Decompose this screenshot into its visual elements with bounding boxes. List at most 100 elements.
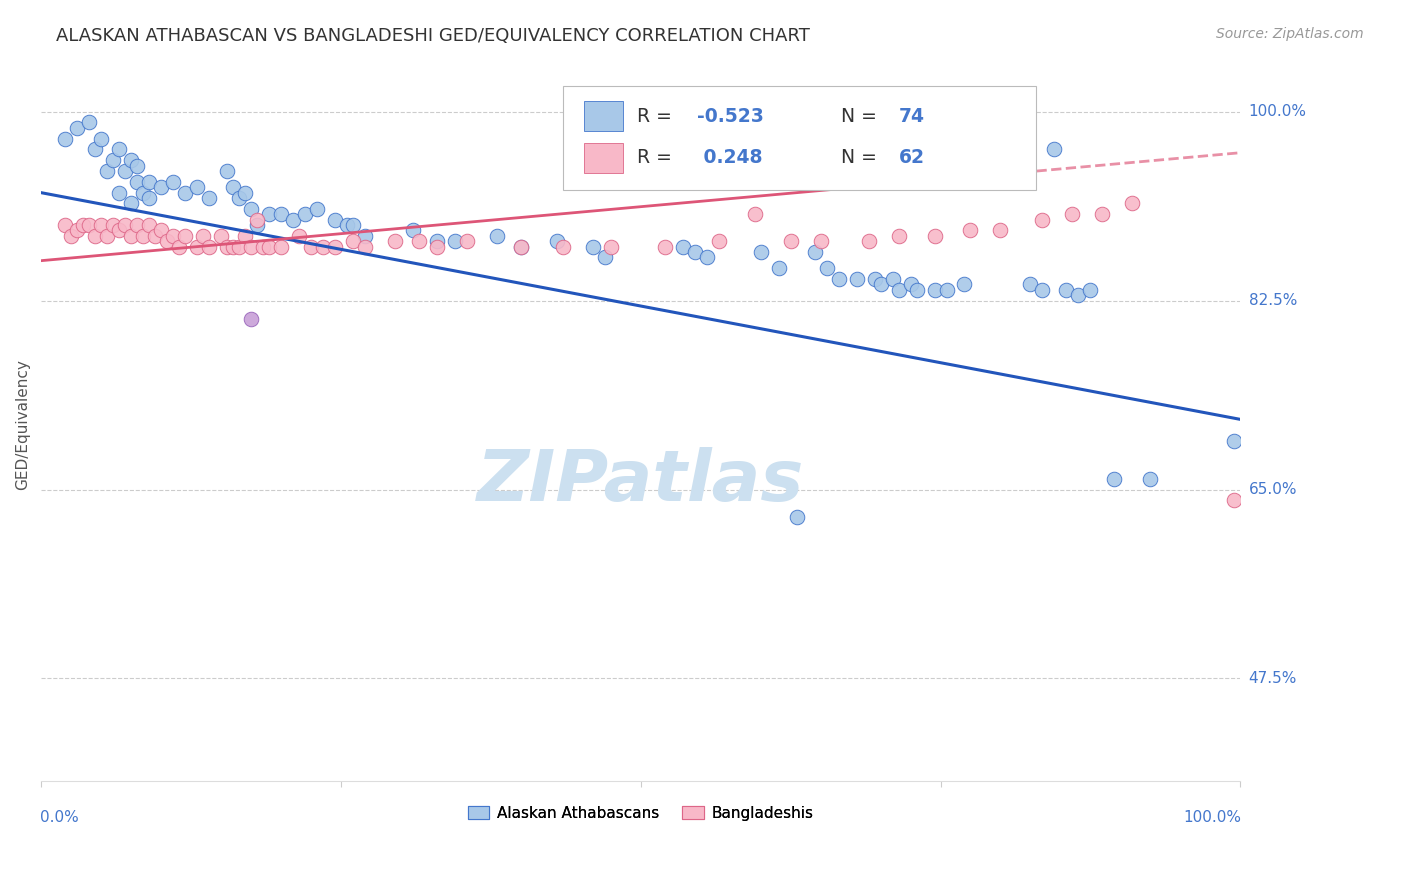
- Point: [120, 153, 142, 168]
- Point: [96, 228, 118, 243]
- Point: [90, 131, 112, 145]
- Text: 82.5%: 82.5%: [1249, 293, 1296, 308]
- Point: [114, 218, 136, 232]
- Point: [1019, 277, 1042, 292]
- Point: [953, 277, 976, 292]
- Point: [599, 240, 621, 254]
- Point: [786, 509, 808, 524]
- Point: [845, 272, 868, 286]
- Point: [887, 283, 910, 297]
- Point: [323, 212, 346, 227]
- Point: [1067, 288, 1090, 302]
- Point: [228, 240, 250, 254]
- Point: [281, 212, 304, 227]
- Point: [1062, 207, 1084, 221]
- Text: ZIPatlas: ZIPatlas: [477, 447, 804, 516]
- Y-axis label: GED/Equivalency: GED/Equivalency: [15, 359, 30, 491]
- Point: [672, 240, 695, 254]
- Point: [456, 234, 478, 248]
- Point: [125, 175, 148, 189]
- Point: [1091, 207, 1114, 221]
- Point: [233, 228, 256, 243]
- Point: [336, 218, 359, 232]
- Text: 65.0%: 65.0%: [1249, 482, 1298, 497]
- Text: 74: 74: [898, 107, 925, 126]
- Point: [222, 240, 245, 254]
- Point: [114, 164, 136, 178]
- Point: [138, 175, 160, 189]
- Point: [551, 240, 574, 254]
- Point: [209, 228, 232, 243]
- Point: [150, 180, 173, 194]
- Point: [108, 223, 131, 237]
- Point: [990, 223, 1012, 237]
- Point: [246, 218, 269, 232]
- Point: [654, 240, 676, 254]
- Point: [426, 234, 449, 248]
- Point: [125, 218, 148, 232]
- Point: [1104, 472, 1126, 486]
- Point: [125, 159, 148, 173]
- Point: [60, 228, 83, 243]
- Point: [924, 228, 946, 243]
- Point: [66, 120, 89, 135]
- Point: [233, 186, 256, 200]
- Point: [77, 115, 100, 129]
- Point: [77, 218, 100, 232]
- Point: [882, 272, 904, 286]
- Point: [305, 202, 328, 216]
- Point: [288, 228, 311, 243]
- Point: [162, 228, 184, 243]
- Point: [120, 228, 142, 243]
- Point: [53, 131, 76, 145]
- Point: [108, 186, 131, 200]
- Point: [150, 223, 173, 237]
- Text: ALASKAN ATHABASCAN VS BANGLADESHI GED/EQUIVALENCY CORRELATION CHART: ALASKAN ATHABASCAN VS BANGLADESHI GED/EQ…: [56, 27, 810, 45]
- Point: [779, 234, 801, 248]
- Point: [66, 223, 89, 237]
- Point: [509, 240, 531, 254]
- Point: [198, 240, 221, 254]
- Point: [744, 207, 766, 221]
- Point: [402, 223, 425, 237]
- Point: [312, 240, 335, 254]
- Point: [815, 261, 838, 276]
- Point: [803, 245, 825, 260]
- Text: 100.0%: 100.0%: [1249, 104, 1306, 120]
- Point: [810, 234, 832, 248]
- Point: [1080, 283, 1102, 297]
- Point: [509, 240, 531, 254]
- Point: [215, 164, 238, 178]
- Point: [1223, 434, 1246, 448]
- Point: [84, 228, 107, 243]
- Point: [887, 228, 910, 243]
- Point: [191, 228, 214, 243]
- Point: [1043, 143, 1066, 157]
- Point: [1031, 212, 1053, 227]
- Point: [1121, 196, 1143, 211]
- Point: [101, 218, 124, 232]
- Point: [257, 240, 280, 254]
- Text: 47.5%: 47.5%: [1249, 671, 1296, 686]
- Point: [270, 207, 292, 221]
- Point: [546, 234, 568, 248]
- Point: [90, 218, 112, 232]
- Text: 0.248: 0.248: [697, 148, 762, 167]
- Text: N =: N =: [841, 148, 883, 167]
- Point: [900, 277, 922, 292]
- Point: [101, 153, 124, 168]
- Point: [384, 234, 406, 248]
- Point: [162, 175, 184, 189]
- Point: [96, 164, 118, 178]
- Point: [246, 212, 269, 227]
- Text: -0.523: -0.523: [697, 107, 763, 126]
- Point: [768, 261, 790, 276]
- Point: [485, 228, 508, 243]
- Point: [257, 207, 280, 221]
- Point: [120, 196, 142, 211]
- Point: [354, 228, 377, 243]
- Point: [408, 234, 430, 248]
- Point: [239, 202, 262, 216]
- Point: [827, 272, 849, 286]
- Point: [990, 143, 1012, 157]
